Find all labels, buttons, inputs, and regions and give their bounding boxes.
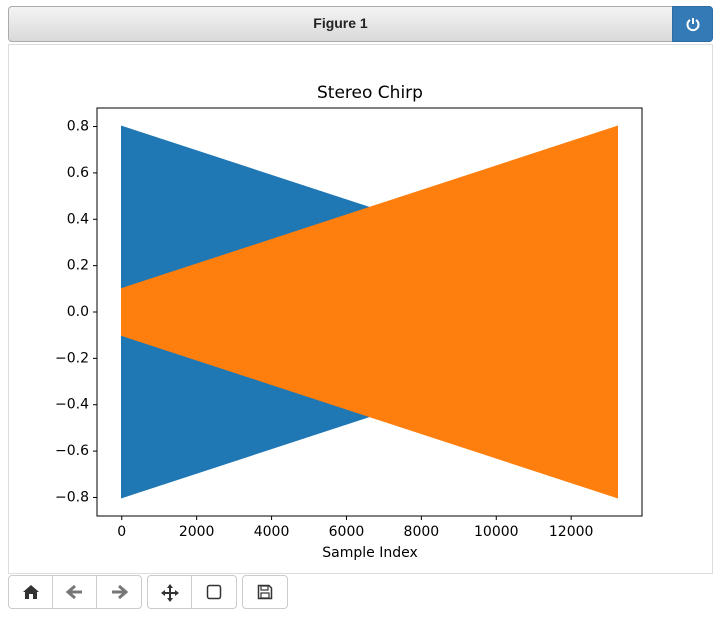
y-tick-label: −0.4 [55,397,89,413]
x-tick-label: 4000 [254,524,290,540]
chart-title: Stereo Chirp [317,83,423,103]
signal-band [121,125,618,499]
forward-button[interactable] [97,576,141,608]
x-tick-label: 2000 [179,524,215,540]
y-tick-label: 0.6 [67,165,89,181]
power-icon [686,18,700,32]
y-tick-label: 0.0 [67,304,89,320]
x-axis-label: Sample Index [322,545,417,561]
zoom-icon [206,584,222,600]
window-title: Figure 1 [313,15,368,31]
zoom-toolbar [147,575,237,609]
title-bar: Figure 1 [8,6,713,42]
figure-canvas [8,44,713,574]
y-tick-label: 0.2 [67,258,89,274]
save-toolbar [242,575,288,609]
zoom-button[interactable] [192,576,236,608]
x-tick-label: 8000 [404,524,440,540]
save-icon [257,584,273,600]
close-button[interactable] [672,6,713,42]
y-tick-label: 0.8 [67,119,89,135]
home-button[interactable] [9,576,53,608]
home-icon [22,585,39,599]
chart: Stereo Chirp Sample Index 0 2000 4000 6000 8… [55,83,643,561]
y-tick-label: −0.8 [55,489,89,505]
x-tick-label: 6000 [329,524,365,540]
pan-button[interactable] [148,576,192,608]
y-tick-label: −0.2 [55,350,89,366]
x-tick-label: 12000 [549,524,594,540]
forward-icon [112,584,128,600]
nav-toolbar [8,575,142,609]
x-tick-label: 0 [117,524,126,540]
back-button[interactable] [53,576,97,608]
y-tick-label: 0.4 [67,211,89,227]
y-tick-label: −0.6 [55,443,89,459]
pan-icon [160,584,179,602]
save-button[interactable] [243,576,287,608]
back-icon [65,584,82,600]
x-tick-label: 10000 [474,524,519,540]
